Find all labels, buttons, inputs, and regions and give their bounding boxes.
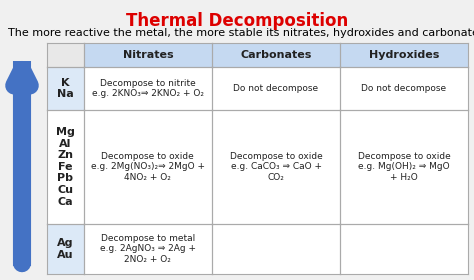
Text: Do not decompose: Do not decompose <box>362 84 447 93</box>
Bar <box>47 224 83 274</box>
Bar <box>83 67 212 110</box>
Bar <box>340 110 468 224</box>
Text: K
Na: K Na <box>57 78 73 99</box>
Text: Carbonates: Carbonates <box>240 50 312 60</box>
Bar <box>340 67 468 110</box>
Bar <box>83 43 212 67</box>
Text: Decompose to metal
e.g. 2AgNO₃ ⇒ 2Ag +
2NO₂ + O₂: Decompose to metal e.g. 2AgNO₃ ⇒ 2Ag + 2… <box>100 234 196 264</box>
Text: Decompose to oxide
e.g. CaCO₃ ⇒ CaO +
CO₂: Decompose to oxide e.g. CaCO₃ ⇒ CaO + CO… <box>229 152 322 182</box>
Text: Hydroxides: Hydroxides <box>369 50 439 60</box>
Text: Decompose to oxide
e.g. 2Mg(NO₃)₂⇒ 2MgO +
4NO₂ + O₂: Decompose to oxide e.g. 2Mg(NO₃)₂⇒ 2MgO … <box>91 152 205 182</box>
Text: Ag
Au: Ag Au <box>57 238 73 260</box>
Bar <box>212 43 340 67</box>
Bar <box>83 110 212 224</box>
Bar <box>212 110 340 224</box>
Bar <box>47 110 83 224</box>
Bar <box>340 224 468 274</box>
Text: Mg
Al
Zn
Fe
Pb
Cu
Ca: Mg Al Zn Fe Pb Cu Ca <box>56 127 75 207</box>
Text: Thermal Decomposition: Thermal Decomposition <box>126 12 348 30</box>
Bar <box>212 224 340 274</box>
Text: Do not decompose: Do not decompose <box>234 84 319 93</box>
Bar <box>47 43 83 67</box>
Text: Decompose to nitrite
e.g. 2KNO₃⇒ 2KNO₂ + O₂: Decompose to nitrite e.g. 2KNO₃⇒ 2KNO₂ +… <box>92 79 204 98</box>
Text: Decompose to oxide
e.g. Mg(OH)₂ ⇒ MgO
+ H₂O: Decompose to oxide e.g. Mg(OH)₂ ⇒ MgO + … <box>357 152 450 182</box>
Bar <box>340 43 468 67</box>
Bar <box>47 67 83 110</box>
Bar <box>212 67 340 110</box>
Text: The more reactive the metal, the more stable its nitrates, hydroxides and carbon: The more reactive the metal, the more st… <box>8 28 474 38</box>
Bar <box>83 224 212 274</box>
Text: Nitrates: Nitrates <box>122 50 173 60</box>
